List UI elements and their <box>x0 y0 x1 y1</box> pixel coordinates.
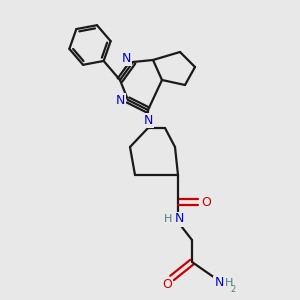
Text: N: N <box>143 113 153 127</box>
Text: H: H <box>225 278 233 288</box>
Text: N: N <box>174 212 184 226</box>
Text: O: O <box>201 196 211 208</box>
Text: N: N <box>214 277 224 290</box>
Text: N: N <box>115 94 125 106</box>
Text: H: H <box>164 214 172 224</box>
Text: O: O <box>162 278 172 290</box>
Text: N: N <box>121 52 131 64</box>
Text: 2: 2 <box>230 286 236 295</box>
